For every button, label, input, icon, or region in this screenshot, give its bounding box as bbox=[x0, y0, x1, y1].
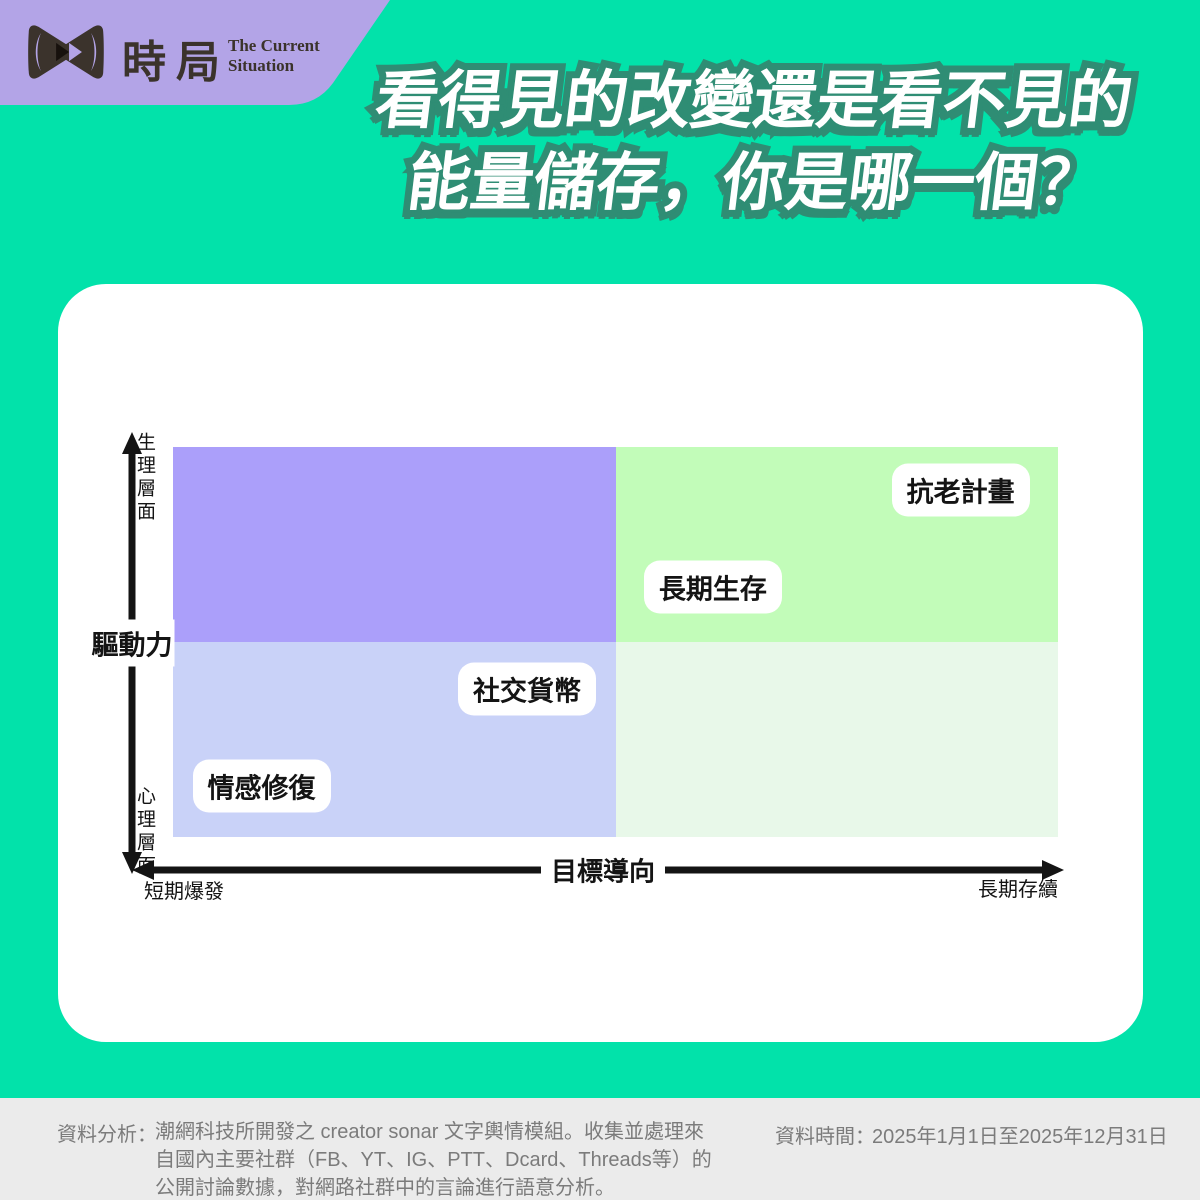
footer-bar: 資料分析： 潮網科技所開發之 creator sonar 文字輿情模組。收集並處… bbox=[0, 1098, 1200, 1200]
data-period-value: 2025年1月1日至2025年12月31日 bbox=[872, 1126, 1168, 1148]
data-point-pill: 抗老計畫 bbox=[891, 463, 1030, 517]
analysis-source-text: 潮網科技所開發之 creator sonar 文字輿情模組。收集並處理來 自國內… bbox=[155, 1118, 712, 1200]
analysis-source-label: 資料分析： bbox=[57, 1124, 157, 1146]
x-axis-min-label: 短期爆發 bbox=[144, 881, 224, 903]
analysis-line: 公開討論數據，對網路社群中的言論進行語意分析。 bbox=[155, 1177, 615, 1199]
data-point-pill: 長期生存 bbox=[643, 560, 782, 614]
chart-card: 抗老計畫長期生存 社交貨幣情感修復 生理層面 驅動力 心理層面 短期爆發 目標導向… bbox=[58, 284, 1143, 1042]
x-axis-max-label: 長期存續 bbox=[978, 879, 1058, 901]
page-title-line1: 看得見的改變還是看不見的 bbox=[365, 59, 1144, 143]
brand-name-en: The Current Situation bbox=[228, 36, 320, 76]
data-period-label: 資料時間： bbox=[775, 1126, 875, 1148]
bowtie-logo-icon bbox=[28, 23, 104, 81]
y-axis-title: 驅動力 bbox=[89, 619, 175, 667]
brand-banner: 時局 The Current Situation bbox=[0, 0, 390, 105]
brand-name-en-line1: The Current bbox=[228, 36, 320, 55]
quadrant-points-layer: 抗老計畫長期生存 社交貨幣情感修復 bbox=[173, 447, 1058, 837]
brand-name-cjk: 時局 bbox=[122, 38, 230, 87]
y-axis-max-label: 生理層面 bbox=[134, 432, 155, 524]
page-title-line2: 能量儲存，你是哪一個？ bbox=[396, 141, 1112, 225]
y-axis-min-label: 心理層面 bbox=[134, 786, 155, 878]
analysis-line: 潮網科技所開發之 creator sonar 文字輿情模組。收集並處理來 bbox=[155, 1121, 704, 1143]
quadrant-top-left bbox=[173, 447, 616, 642]
quadrant-bottom-right bbox=[615, 642, 1058, 837]
analysis-line: 自國內主要社群（FB、YT、IG、PTT、Dcard、Threads等）的 bbox=[155, 1149, 712, 1171]
data-point-pill: 情感修復 bbox=[192, 759, 331, 813]
x-axis-title: 目標導向 bbox=[540, 849, 666, 891]
brand-name-en-line2: Situation bbox=[228, 56, 295, 75]
data-point-pill: 社交貨幣 bbox=[458, 662, 596, 716]
page-title: 看得見的改變還是看不見的 能量儲存，你是哪一個？ bbox=[318, 59, 1190, 225]
